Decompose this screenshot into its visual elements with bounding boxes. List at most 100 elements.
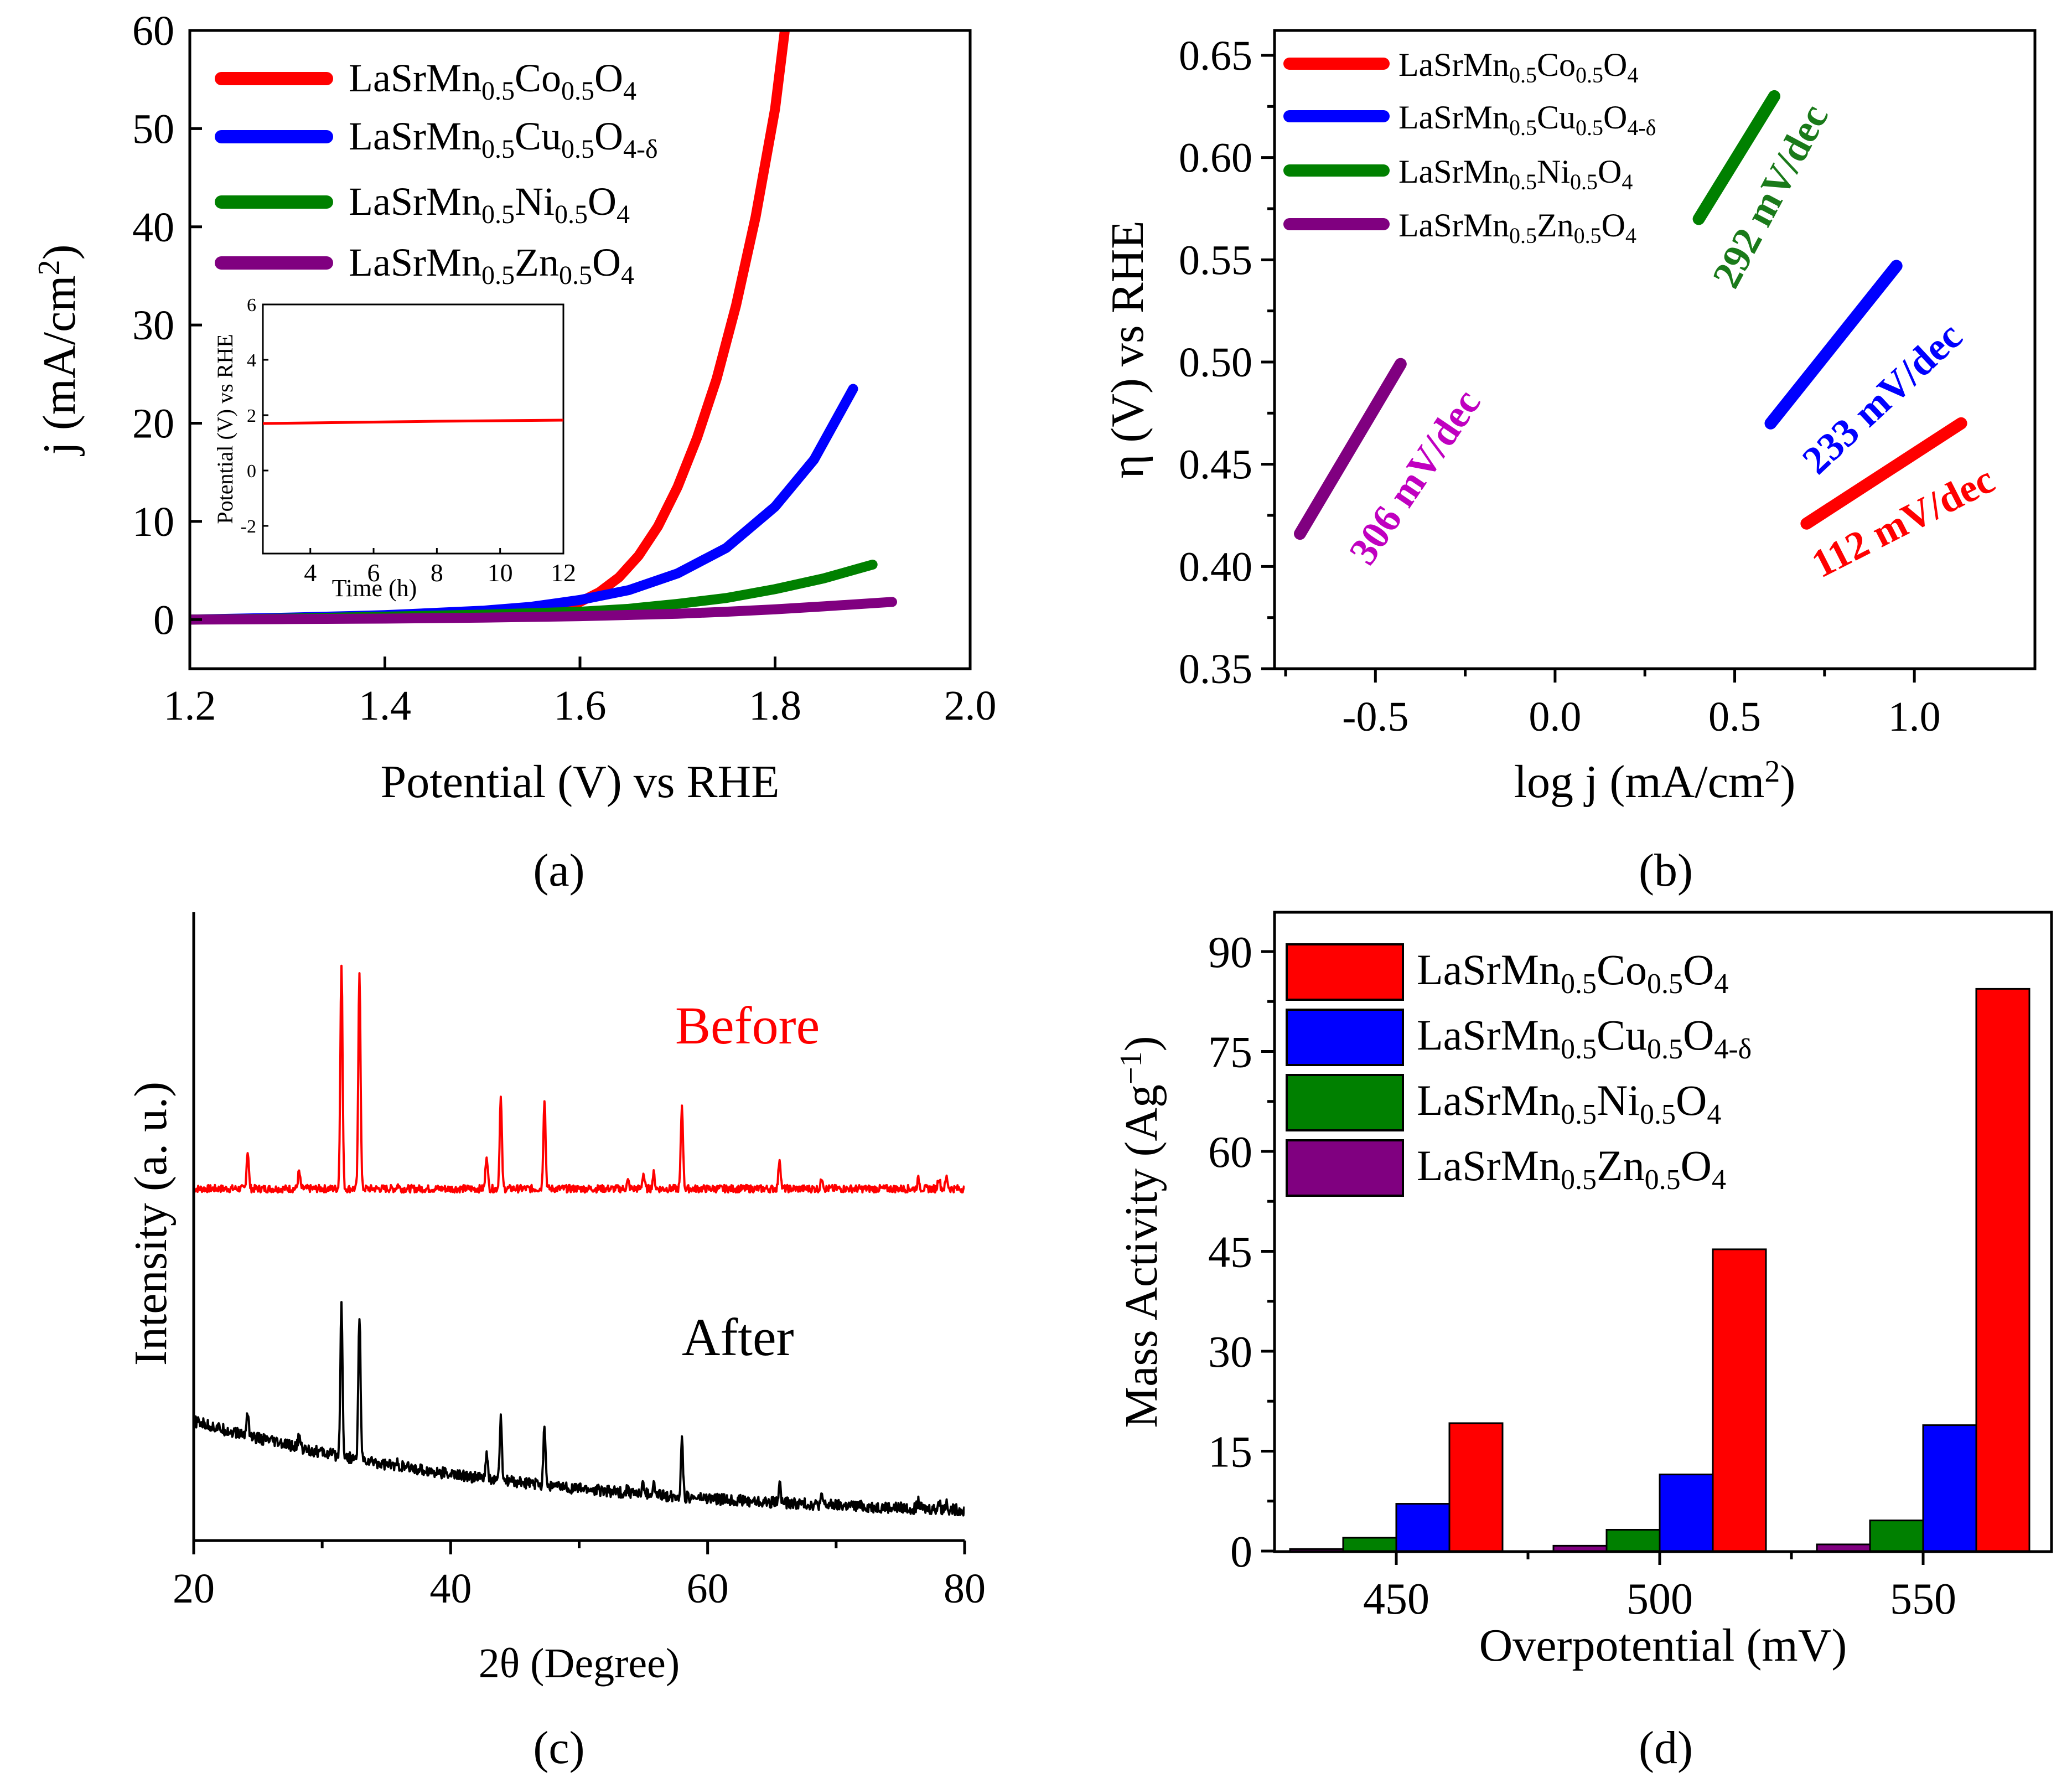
legend-a-label-cu: LaSrMn0.5Cu0.5O4-δ: [349, 114, 658, 164]
x-axis-label-a: Potential (V) vs RHE: [381, 756, 780, 808]
slope-label-co: 112 mV/dec: [1805, 457, 2001, 586]
figure-label-d: (d): [1639, 1722, 1693, 1774]
y-tick-label-b: 0.45: [1179, 442, 1252, 488]
legend-b-label-zn: LaSrMn0.5Zn0.5O4: [1398, 207, 1636, 248]
y-tick-label-d: 0: [1230, 1528, 1252, 1577]
panel-a: LaSrMn0.5Co0.5O4 LaSrMn0.5Cu0.5O4-δ LaSr…: [32, 8, 997, 808]
x-tick-label-a: 1.8: [749, 683, 801, 729]
x-tick-label-b: 0.5: [1708, 694, 1761, 740]
legend-b: LaSrMn0.5Co0.5O4 LaSrMn0.5Cu0.5O4-δ LaSr…: [1283, 46, 1656, 248]
x-tick-label-d: 500: [1626, 1575, 1693, 1624]
y-tick-label-d: 60: [1208, 1128, 1252, 1177]
inset-y-tick-label: 2: [247, 406, 256, 426]
y-tick-label-b: 0.35: [1179, 646, 1252, 692]
bar-cu-550: [1922, 1424, 1977, 1552]
bar-cu-450: [1395, 1503, 1451, 1552]
slope-label-cu: 233 mV/dec: [1794, 313, 1970, 482]
x-tick-label-d: 550: [1890, 1575, 1956, 1624]
inset-series-line: [262, 418, 564, 425]
legend-a-label-co: LaSrMn0.5Co0.5O4: [349, 56, 636, 106]
legend-d-swatch-co: [1286, 943, 1404, 1001]
y-axis-label-d: Mass Activity (Ag−1): [1114, 1036, 1167, 1428]
legend-b-label-ni: LaSrMn0.5Ni0.5O4: [1398, 153, 1633, 194]
inset-x-tick-label: 12: [551, 559, 576, 587]
series-line-zn: [190, 597, 897, 625]
figure-label-a: (a): [533, 845, 584, 896]
x-tick-label-c: 40: [429, 1565, 472, 1612]
x-tick-label-d: 450: [1363, 1575, 1429, 1624]
legend-d-label-ni: LaSrMn0.5Ni0.5O4: [1417, 1076, 1721, 1130]
legend-a: LaSrMn0.5Co0.5O4 LaSrMn0.5Cu0.5O4-δ LaSr…: [215, 56, 658, 290]
legend-d: LaSrMn0.5Co0.5O4 LaSrMn0.5Cu0.5O4-δ LaSr…: [1286, 943, 1752, 1197]
bar-zn-550: [1816, 1543, 1871, 1552]
inset-y-tick-label: 0: [247, 461, 256, 482]
y-tick-label-d: 45: [1208, 1228, 1252, 1277]
legend-d-swatch-cu: [1286, 1009, 1404, 1066]
panel-c: Before After 20 40 60 80 2θ (Degree) Intensit…: [125, 912, 986, 1687]
series-line-ni: [1692, 90, 1780, 225]
x-axis-label-b: log j (mA/cm2): [1514, 754, 1796, 808]
slope-label-zn: 306 mV/dec: [1340, 381, 1489, 572]
legend-b-label-cu: LaSrMn0.5Cu0.5O4-δ: [1398, 99, 1656, 140]
y-tick-label-b: 0.50: [1179, 339, 1252, 386]
bar-co-450: [1448, 1422, 1504, 1552]
legend-a-label-zn: LaSrMn0.5Zn0.5O4: [349, 240, 634, 290]
series-line-after: [194, 1301, 965, 1517]
y-tick-label-a: 10: [132, 499, 174, 545]
legend-d-swatch-ni: [1286, 1074, 1404, 1131]
y-tick-label-b: 0.55: [1179, 237, 1252, 283]
y-tick-label-d: 30: [1208, 1328, 1252, 1377]
y-tick-label-a: 60: [132, 8, 174, 54]
y-axis-label-c: Intensity (a. u.): [125, 1082, 177, 1366]
bar-ni-550: [1869, 1520, 1924, 1552]
legend-d-label-co: LaSrMn0.5Co0.5O4: [1417, 945, 1728, 1000]
inset-x-tick-label: 10: [488, 559, 513, 587]
x-axis-label-d: Overpotential (mV): [1479, 1620, 1847, 1671]
inset-x-axis-label: Time (h): [332, 575, 417, 602]
bar-co-500: [1712, 1248, 1767, 1552]
inset-x-tick-label: 8: [431, 559, 443, 587]
x-axis-label-c: 2θ (Degree): [479, 1640, 680, 1687]
bar-ni-500: [1605, 1528, 1661, 1552]
x-tick-label-c: 20: [173, 1565, 215, 1612]
figure-label-c: (c): [533, 1722, 584, 1774]
bar-ni-450: [1342, 1537, 1397, 1552]
inset-x-tick-label: 4: [304, 559, 317, 587]
legend-d-swatch-zn: [1286, 1139, 1404, 1197]
series-line-zn: [1294, 358, 1407, 540]
bar-cu-500: [1659, 1474, 1714, 1552]
y-tick-label-a: 40: [132, 204, 174, 251]
plot-frame-b: [1273, 29, 2037, 670]
x-tick-label-b: 1.0: [1888, 694, 1941, 740]
series-line-cu: [1764, 260, 1903, 430]
inset-y-tick-label: 6: [247, 295, 256, 316]
x-tick-label-c: 80: [944, 1565, 986, 1612]
y-tick-label-a: 50: [132, 106, 174, 152]
inset-y-axis-label: Potential (V) vs RHE: [213, 334, 237, 524]
series-group-c: [194, 964, 965, 1517]
x-tick-label-a: 1.4: [359, 683, 411, 729]
inset-x-tick-label: 6: [367, 559, 380, 587]
x-tick-label-b: 0.0: [1529, 694, 1581, 740]
x-tick-label-a: 1.6: [554, 683, 607, 729]
x-tick-label-b: -0.5: [1342, 694, 1408, 740]
panel-b: LaSrMn0.5Co0.5O4 LaSrMn0.5Cu0.5O4-δ LaSr…: [1102, 29, 2037, 808]
y-tick-label-d: 15: [1208, 1428, 1252, 1477]
y-tick-label-a: 0: [153, 597, 174, 643]
bar-zn-500: [1552, 1544, 1608, 1552]
x-tick-label-a: 2.0: [944, 683, 997, 729]
x-tick-label-a: 1.2: [164, 683, 216, 729]
slope-label-ni: 292 mV/dec: [1703, 97, 1837, 294]
y-tick-label-a: 30: [132, 302, 174, 349]
series-line-before: [194, 964, 965, 1194]
legend-a-label-ni: LaSrMn0.5Ni0.5O4: [349, 179, 630, 229]
label-before: Before: [675, 996, 820, 1055]
legend-b-label-co: LaSrMn0.5Co0.5O4: [1398, 46, 1638, 87]
inset-frame-a: [262, 303, 564, 555]
y-tick-label-d: 90: [1208, 928, 1252, 977]
legend-d-label-zn: LaSrMn0.5Zn0.5O4: [1417, 1141, 1726, 1196]
x-tick-label-c: 60: [687, 1565, 729, 1612]
label-after: After: [682, 1307, 794, 1367]
series-line-co: [1800, 417, 1967, 530]
